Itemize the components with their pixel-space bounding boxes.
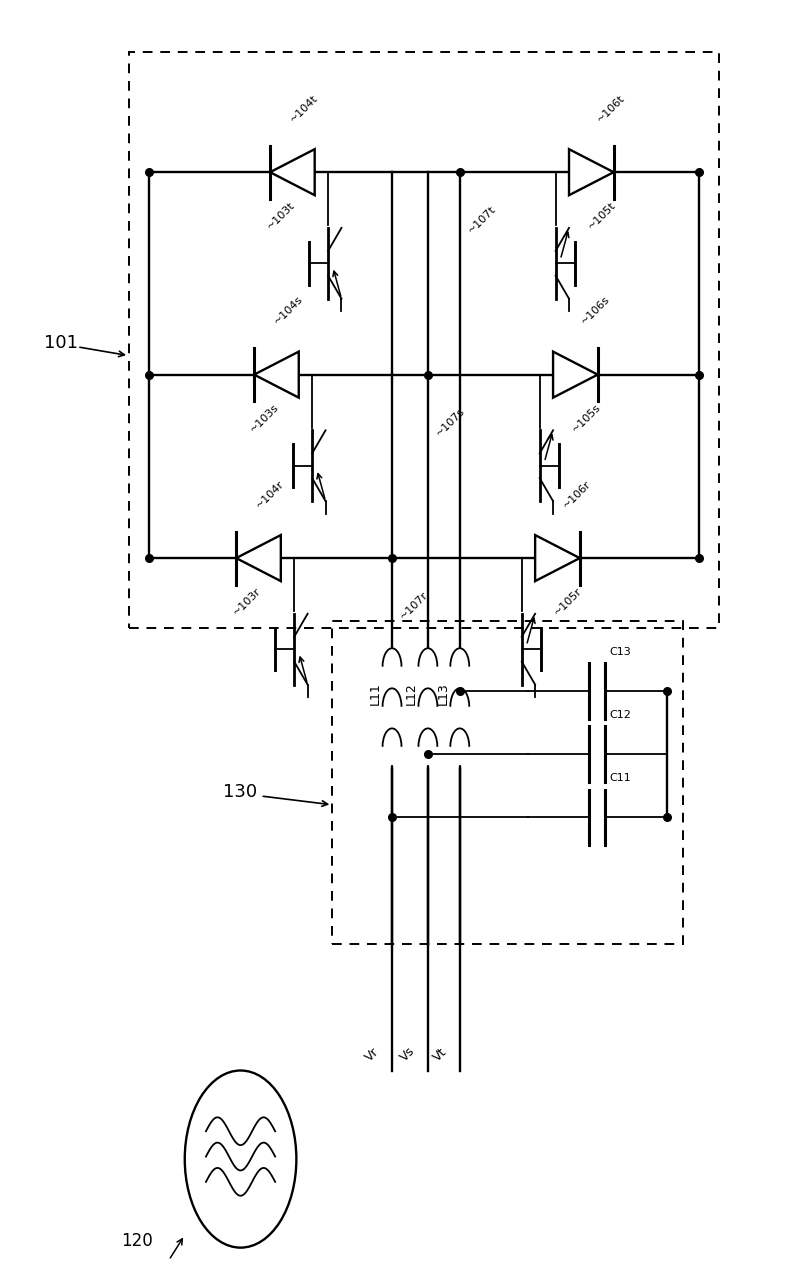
Polygon shape	[270, 150, 314, 195]
Text: ~106t: ~106t	[595, 93, 627, 124]
Text: ~107s: ~107s	[434, 406, 467, 439]
Text: 130: 130	[223, 784, 258, 801]
Text: L13: L13	[437, 682, 450, 705]
Text: ~105s: ~105s	[570, 402, 603, 434]
Text: C12: C12	[610, 710, 631, 720]
Text: ~103r: ~103r	[231, 586, 263, 618]
Text: ~107t: ~107t	[466, 204, 498, 236]
Text: ~105r: ~105r	[553, 586, 584, 618]
Text: ~107r: ~107r	[398, 590, 430, 621]
Text: L11: L11	[369, 682, 382, 705]
Text: C13: C13	[610, 647, 631, 657]
Text: C11: C11	[610, 773, 631, 784]
Text: Vt: Vt	[430, 1046, 450, 1064]
Bar	[332, 621, 683, 943]
Text: Vr: Vr	[363, 1045, 382, 1064]
Text: ~105t: ~105t	[586, 200, 618, 232]
Polygon shape	[553, 351, 598, 398]
Polygon shape	[535, 535, 580, 581]
Polygon shape	[254, 351, 298, 398]
Text: ~103t: ~103t	[266, 200, 297, 232]
Text: ~103s: ~103s	[249, 402, 282, 434]
Polygon shape	[236, 535, 281, 581]
Text: 101: 101	[44, 333, 78, 353]
Text: L12: L12	[405, 682, 418, 705]
Text: ~106r: ~106r	[562, 478, 593, 510]
Bar	[129, 52, 719, 628]
Text: 120: 120	[121, 1232, 153, 1250]
Polygon shape	[569, 150, 614, 195]
Text: ~106s: ~106s	[579, 294, 612, 327]
Text: Vs: Vs	[398, 1045, 418, 1064]
Text: ~104t: ~104t	[288, 93, 320, 124]
Text: ~104r: ~104r	[254, 478, 286, 510]
Text: ~104s: ~104s	[273, 294, 305, 327]
